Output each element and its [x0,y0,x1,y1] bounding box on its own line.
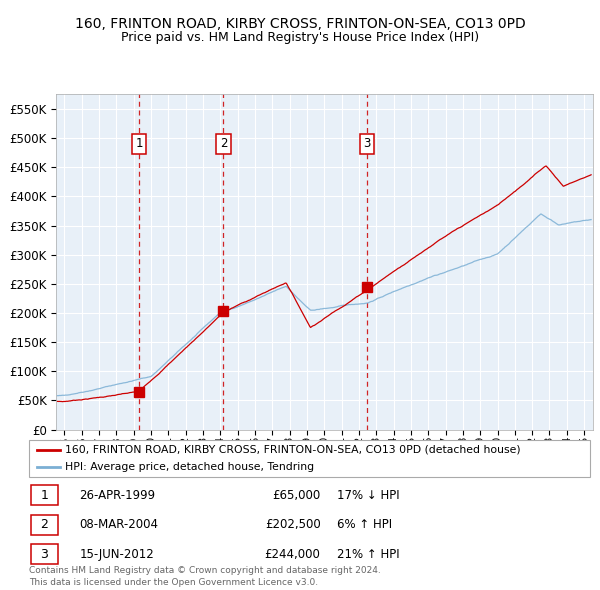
Text: 1: 1 [136,137,143,150]
Text: 15-JUN-2012: 15-JUN-2012 [79,548,154,561]
Text: Price paid vs. HM Land Registry's House Price Index (HPI): Price paid vs. HM Land Registry's House … [121,31,479,44]
Text: 08-MAR-2004: 08-MAR-2004 [79,518,158,532]
Text: £244,000: £244,000 [265,548,320,561]
Text: 6% ↑ HPI: 6% ↑ HPI [337,518,392,532]
Text: 2: 2 [41,518,49,532]
Text: 3: 3 [41,548,49,561]
Text: 1: 1 [41,489,49,502]
Text: 21% ↑ HPI: 21% ↑ HPI [337,548,400,561]
FancyBboxPatch shape [31,515,58,535]
Text: 2: 2 [220,137,227,150]
Text: HPI: Average price, detached house, Tendring: HPI: Average price, detached house, Tend… [65,462,314,472]
Text: £65,000: £65,000 [272,489,320,502]
Text: 160, FRINTON ROAD, KIRBY CROSS, FRINTON-ON-SEA, CO13 0PD (detached house): 160, FRINTON ROAD, KIRBY CROSS, FRINTON-… [65,445,521,455]
Text: 26-APR-1999: 26-APR-1999 [79,489,155,502]
Text: £202,500: £202,500 [265,518,320,532]
Text: 17% ↓ HPI: 17% ↓ HPI [337,489,400,502]
FancyBboxPatch shape [31,545,58,564]
Text: 3: 3 [363,137,370,150]
Text: Contains HM Land Registry data © Crown copyright and database right 2024.
This d: Contains HM Land Registry data © Crown c… [29,566,380,587]
Text: 160, FRINTON ROAD, KIRBY CROSS, FRINTON-ON-SEA, CO13 0PD: 160, FRINTON ROAD, KIRBY CROSS, FRINTON-… [74,17,526,31]
FancyBboxPatch shape [31,486,58,505]
FancyBboxPatch shape [29,440,590,477]
